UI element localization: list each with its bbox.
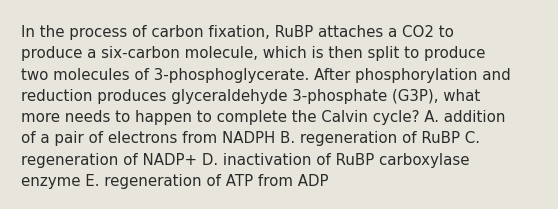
Text: In the process of carbon fixation, RuBP attaches a CO2 to
produce a six-carbon m: In the process of carbon fixation, RuBP … — [21, 25, 511, 189]
